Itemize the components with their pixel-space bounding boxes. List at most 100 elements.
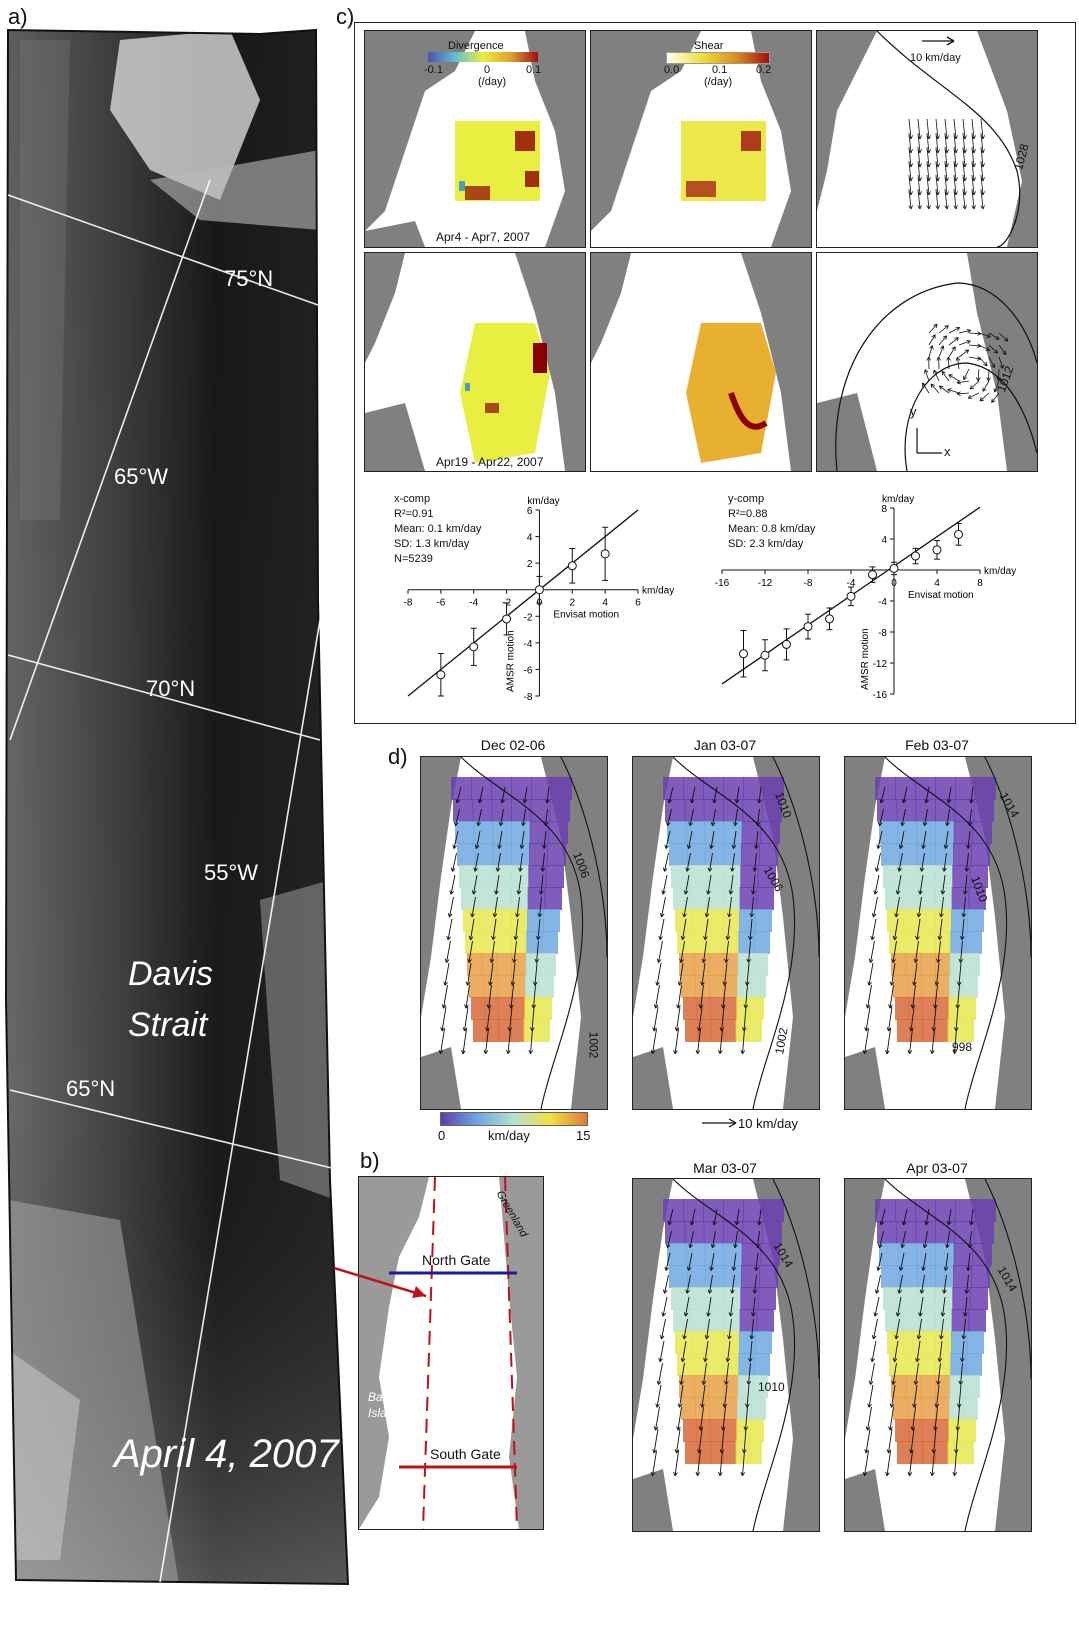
speed-cell (935, 931, 952, 954)
vector-arrow (749, 1318, 755, 1340)
speed-cell (935, 777, 956, 800)
speed-cell (973, 1221, 994, 1244)
vector-arrow (862, 1450, 869, 1477)
speed-cell (469, 975, 484, 998)
vector-arrow (704, 1318, 710, 1340)
speed-cell (755, 909, 772, 932)
vector-arrow (964, 1274, 970, 1294)
vector-arrow (674, 1428, 681, 1454)
vector-arrow (940, 1296, 946, 1317)
speed-cell (684, 799, 705, 822)
vector-arrow (498, 808, 504, 827)
speed-cell (527, 887, 546, 910)
speed-cell (695, 1397, 710, 1420)
speed-cell (935, 887, 953, 910)
speed-cell (709, 975, 724, 998)
speed-cell (736, 1419, 751, 1442)
axis-y-label: y (910, 404, 917, 419)
vector-arrow (933, 369, 940, 382)
xcomp-n: N=5239 (394, 553, 433, 565)
speed-cell (681, 1397, 696, 1420)
x-tick-label: -12 (758, 578, 773, 589)
vector-arrow (958, 328, 971, 334)
vector-arrow (928, 323, 938, 334)
vector-arrow (901, 1208, 908, 1226)
vector-arrow (891, 1362, 897, 1385)
vector-arrow (492, 896, 498, 918)
data-point (760, 650, 770, 660)
divergence-tick-max: 0.1 (526, 64, 542, 76)
vector-arrow (706, 1296, 712, 1317)
speed-cell (969, 1287, 988, 1310)
speed-cell (741, 1265, 760, 1288)
vector-arrow (539, 874, 544, 895)
speed-cell (951, 1331, 968, 1354)
isobar-line (672, 1179, 796, 1531)
xcomp-mean: Mean: 0.1 km/day (394, 523, 482, 535)
speed-cell (735, 1441, 750, 1464)
speed-cell (883, 1287, 902, 1310)
speed-cell (955, 1199, 976, 1222)
vector-arrow (474, 830, 481, 849)
speed-cell (950, 1353, 967, 1376)
x-tick-label: -8 (404, 598, 413, 609)
speed-cell (531, 777, 552, 800)
vector-arrow (946, 786, 952, 804)
speed-cell (763, 777, 784, 800)
speed-cell (476, 865, 495, 888)
speed-cell (693, 1375, 710, 1398)
y-unit-label: km/day (882, 494, 914, 505)
speed-cell (481, 953, 498, 976)
vector-arrow (969, 1208, 974, 1226)
vector-arrow (658, 918, 665, 941)
speed-cell (917, 843, 936, 866)
vector-arrow (988, 332, 1000, 340)
axis-x-label: x (944, 444, 951, 459)
speed-cell (896, 799, 917, 822)
isobar-line (672, 757, 796, 1109)
vector-arrow (870, 918, 877, 941)
d2-isobar-c: 998 (952, 1040, 973, 1054)
speed-cell (909, 1441, 924, 1464)
speed-cell (693, 953, 710, 976)
shear-unit: (/day) (704, 76, 733, 88)
speed-cell (889, 1353, 906, 1376)
speed-cell (703, 1221, 724, 1244)
place-line1: Davis (128, 955, 214, 993)
x-tick-label: 4 (602, 598, 608, 609)
data-point (932, 545, 942, 555)
speed-cell (948, 997, 963, 1020)
xcomp-scatter-plot: -8-6-4-20246642-2-4-6-8km/daykm/dayEnvis… (404, 496, 675, 703)
speed-cell (891, 1375, 907, 1398)
speed-cell (935, 843, 954, 866)
speed-cell (875, 777, 896, 800)
vector-arrow (930, 1450, 935, 1477)
speed-cell (961, 1419, 976, 1442)
vector-arrow (650, 1028, 657, 1055)
speed-cell (673, 1309, 691, 1332)
speed-cell (935, 1397, 950, 1420)
vector-arrow (666, 808, 672, 827)
dmap-title-1: Jan 03-07 (693, 737, 757, 753)
vector-arrow (879, 786, 886, 804)
vector-arrow (679, 940, 685, 963)
speed-cell (952, 1287, 971, 1310)
vector-arrow (662, 852, 669, 872)
vector-arrow (934, 1384, 940, 1408)
place-line2: Strait (128, 1006, 208, 1044)
vector-arrow (944, 188, 949, 210)
vector-arrow (476, 808, 482, 827)
vector-arrow (682, 896, 688, 918)
shear-tick-mid: 0.1 (712, 64, 728, 76)
speed-cell (685, 821, 706, 844)
vector-arrow (701, 940, 707, 963)
vector-arrow (870, 1340, 877, 1363)
vector-arrow (653, 1406, 660, 1431)
vector-arrow (898, 830, 905, 849)
speed-cell (523, 1019, 538, 1042)
vector-arrow (898, 1252, 905, 1271)
speed-cell (669, 1265, 688, 1288)
speed-cell (905, 953, 922, 976)
x-tick-label: -4 (469, 598, 478, 609)
vector-arrow (976, 368, 981, 382)
